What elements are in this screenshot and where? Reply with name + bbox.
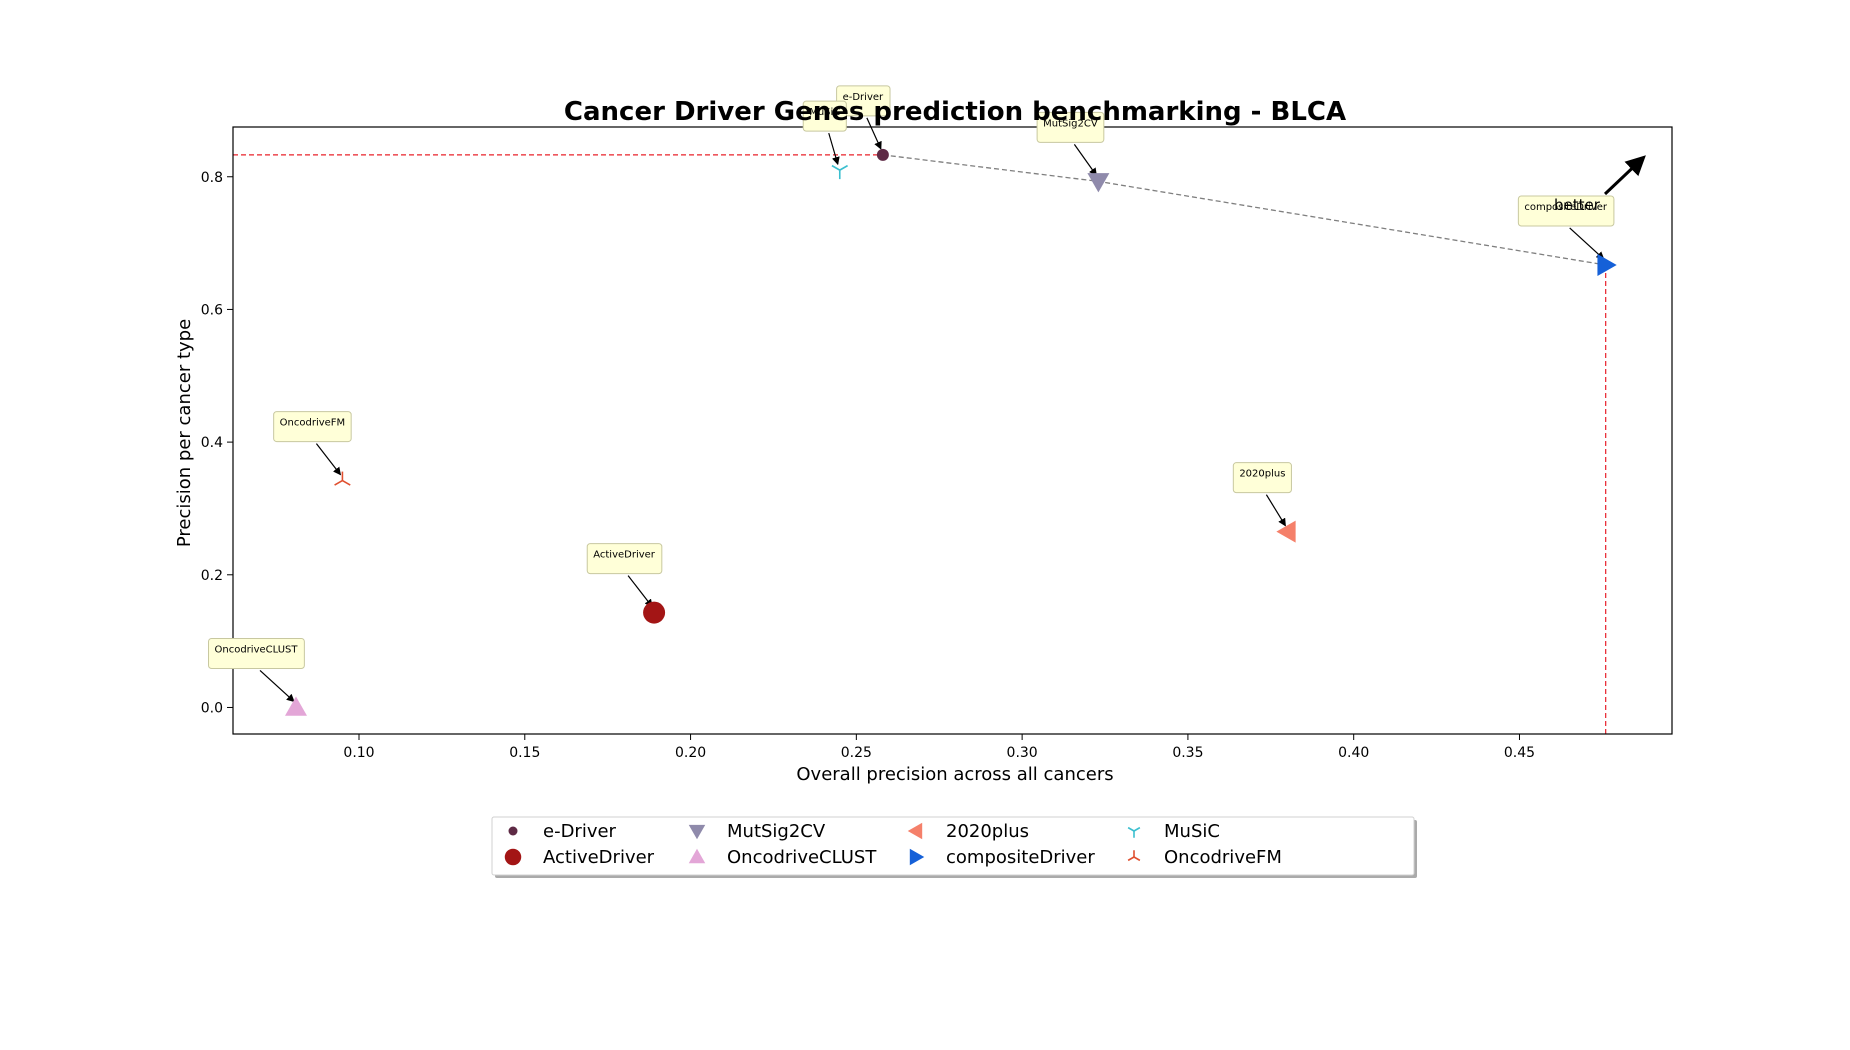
marker-tri-down-icon [831, 164, 848, 180]
annotation-arrow [1073, 144, 1097, 177]
y-axis-label: Precision per cancer type [174, 319, 195, 547]
x-tick-label: 0.40 [1338, 745, 1369, 761]
legend-frame [491, 816, 1415, 876]
legend-marker-icon [504, 848, 522, 866]
x-tick-label: 0.20 [675, 745, 706, 761]
annotation-box [586, 543, 663, 575]
data-point-compositedriver: compositeDriver [1517, 195, 1617, 276]
annotation-label: MuSiC [809, 107, 840, 118]
legend-entry: OncodriveFM [1127, 847, 1282, 868]
x-tick-label: 0.35 [1172, 745, 1203, 761]
marker-circle-small-icon [876, 148, 889, 161]
annotation-arrow [1569, 227, 1605, 260]
marker-triangle-up-icon [284, 696, 307, 716]
annotation-box [1232, 462, 1292, 494]
y-tick-label: 0.2 [201, 568, 223, 584]
annotation-label: e-Driver [843, 92, 884, 103]
legend-marker-icon [1127, 850, 1141, 862]
data-point-mutsig2cv: MutSig2CV [1036, 111, 1110, 193]
legend-label: compositeDriver [946, 847, 1095, 868]
better-annotation: better [1554, 155, 1646, 214]
y-tick-label: 0.0 [201, 700, 223, 716]
annotation-label: MutSig2CV [1043, 118, 1098, 129]
annotation-arrow [627, 575, 653, 608]
annotation-arrow [866, 117, 882, 150]
annotation-arrow [259, 670, 295, 703]
legend-marker-icon [508, 826, 518, 836]
legend-marker-icon [907, 822, 923, 840]
better-arrow-icon [1603, 155, 1646, 196]
marker-triangle-left-icon [1276, 520, 1296, 543]
x-axis-label: Overall precision across all cancers [796, 764, 1113, 785]
data-point-e-driver: e-Driver [836, 85, 891, 161]
axes-frame [232, 126, 1673, 735]
annotation-label: 2020plus [1239, 469, 1285, 480]
annotation-box [802, 100, 847, 132]
annotation-label: compositeDriver [1524, 202, 1608, 213]
marker-circle-large-icon [643, 601, 666, 624]
plot-area: 0.10 0.15 0.20 0.25 0.30 0.35 0.40 0.45 0.0 0.2 0.… [201, 85, 1673, 761]
x-tick-label: 0.10 [343, 745, 374, 761]
annotation-box [1036, 111, 1105, 143]
marker-triangle-down-icon [1087, 173, 1110, 193]
annotation-label: OncodriveCLUST [215, 644, 299, 655]
legend-entry: MuSiC [1127, 821, 1220, 842]
pareto-front-line [882, 154, 1606, 266]
legend-label: MuSiC [1164, 821, 1220, 842]
legend-marker-icon [688, 848, 706, 864]
x-tick-label: 0.30 [1007, 745, 1038, 761]
marker-triangle-right-icon [1597, 253, 1617, 276]
legend-marker-icon [1127, 826, 1141, 838]
legend-label: OncodriveFM [1164, 847, 1282, 868]
annotation-label: ActiveDriver [593, 550, 656, 561]
data-point-oncodrivefm: OncodriveFM [273, 411, 352, 486]
legend-label: OncodriveCLUST [727, 847, 877, 868]
annotation-box [208, 637, 305, 669]
legend-label: e-Driver [543, 821, 617, 842]
legend-marker-icon [909, 848, 925, 866]
marker-tri-up-icon [334, 471, 351, 486]
chart-title: Cancer Driver Genes prediction benchmark… [564, 97, 1346, 127]
legend-entry: MutSig2CV [688, 821, 826, 842]
legend-entry: compositeDriver [909, 847, 1095, 868]
legend-label: 2020plus [946, 821, 1029, 842]
y-tick-label: 0.6 [201, 302, 223, 318]
y-tick-label: 0.8 [201, 170, 223, 186]
legend-entry: OncodriveCLUST [688, 847, 877, 868]
data-point-music: MuSiC [802, 100, 848, 180]
legend-label: MutSig2CV [727, 821, 826, 842]
x-tick-label: 0.25 [841, 745, 872, 761]
annotation-box [1517, 195, 1615, 227]
data-point-oncodriveclust: OncodriveCLUST [208, 637, 307, 716]
x-tick-label: 0.45 [1504, 745, 1535, 761]
annotation-label: OncodriveFM [280, 418, 346, 429]
annotation-arrow [1265, 494, 1286, 527]
annotation-box [273, 411, 352, 443]
legend-entry: 2020plus [907, 821, 1029, 842]
x-tick-label: 0.15 [509, 745, 540, 761]
better-label: better [1554, 196, 1601, 214]
data-point-activedriver: ActiveDriver [586, 543, 666, 624]
data-point-2020plus: 2020plus [1232, 462, 1296, 543]
legend-marker-icon [688, 824, 706, 840]
legend-entry: ActiveDriver [504, 847, 655, 868]
legend-entry: e-Driver [508, 821, 617, 842]
annotation-arrow [315, 443, 342, 476]
legend: e-Driver ActiveDriver MutSig2CV OncodriveCL… [491, 816, 1417, 878]
annotation-arrow [828, 132, 840, 166]
y-tick-label: 0.4 [201, 435, 223, 451]
legend-label: ActiveDriver [543, 847, 655, 868]
